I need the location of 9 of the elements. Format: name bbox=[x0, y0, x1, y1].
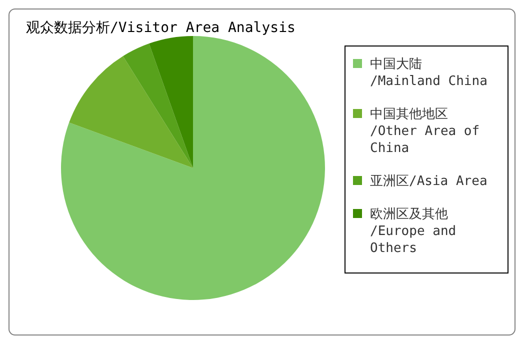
pie-slice bbox=[149, 36, 193, 168]
pie-slice bbox=[61, 36, 325, 300]
pie-slice bbox=[69, 56, 193, 168]
chart-title: 观众数据分析/Visitor Area Analysis bbox=[26, 20, 296, 36]
pie-slice bbox=[122, 44, 193, 168]
legend-label: 亚洲区/Asia Area bbox=[370, 174, 488, 189]
legend-label: 中国其他地区/Other Area of China bbox=[370, 107, 480, 156]
legend-label: 中国大陆/Mainland China bbox=[370, 57, 488, 89]
legend-label: 欧洲区及其他/Europe and Others bbox=[370, 207, 456, 256]
